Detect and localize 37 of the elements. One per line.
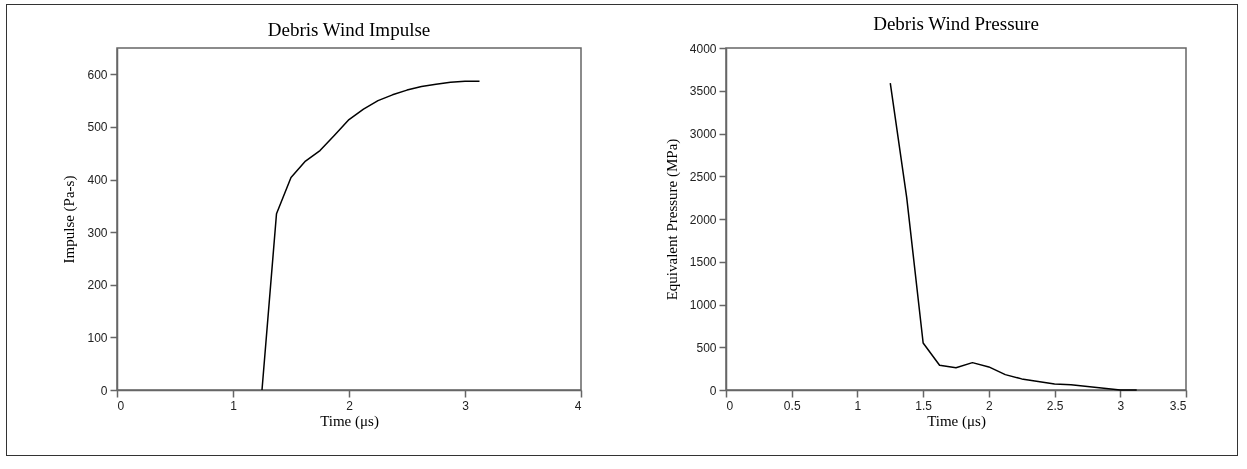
y-axis-title: Equivalent Pressure (MPa): [663, 138, 681, 301]
y-tick-label: 600: [87, 67, 108, 82]
x-tick-label: 2: [986, 398, 994, 413]
line-series: [261, 80, 481, 391]
x-tick-label: 0.5: [783, 398, 801, 413]
y-tick-label: 100: [87, 330, 108, 345]
y-tick-label: 0: [709, 383, 717, 398]
y-tick-label: 4000: [689, 41, 717, 56]
y-tick-label: 2000: [689, 212, 717, 227]
y-tick-label: 500: [87, 120, 108, 135]
chart-title: Debris Wind Impulse: [267, 19, 431, 40]
x-tick-label: 1: [230, 398, 238, 413]
y-tick-label: 1000: [689, 298, 717, 312]
line-series: [889, 82, 1138, 391]
y-tick-label: 3000: [689, 127, 717, 141]
y-tick-label: 200: [87, 278, 108, 293]
x-tick-label: 1.5: [915, 398, 933, 413]
y-tick-label: 500: [696, 340, 717, 355]
y-tick-label: 1500: [689, 255, 717, 270]
y-axis-title: Impulse (Pa-s): [61, 175, 79, 264]
x-tick-label: 1: [854, 398, 862, 413]
chart-title: Debris Wind Pressure: [873, 13, 1039, 34]
x-tick-label: 0: [117, 398, 125, 413]
y-tick-label: 0: [100, 383, 108, 398]
y-tick-label: 300: [87, 225, 108, 240]
x-tick-label: 3: [462, 398, 470, 413]
x-axis-title: Time (μs): [927, 412, 986, 430]
x-tick-label: 3: [1117, 398, 1125, 413]
y-tick-label: 3500: [689, 84, 717, 99]
x-tick-label: 2: [346, 398, 354, 413]
y-tick-label: 2500: [689, 169, 717, 184]
x-axis-title: Time (μs): [320, 412, 379, 430]
y-tick-label: 400: [87, 173, 108, 188]
x-tick-label: 0: [726, 398, 734, 413]
x-tick-label: 2.5: [1046, 398, 1064, 413]
x-tick-label: 4: [574, 398, 582, 413]
x-tick-label: 3.5: [1169, 398, 1187, 413]
